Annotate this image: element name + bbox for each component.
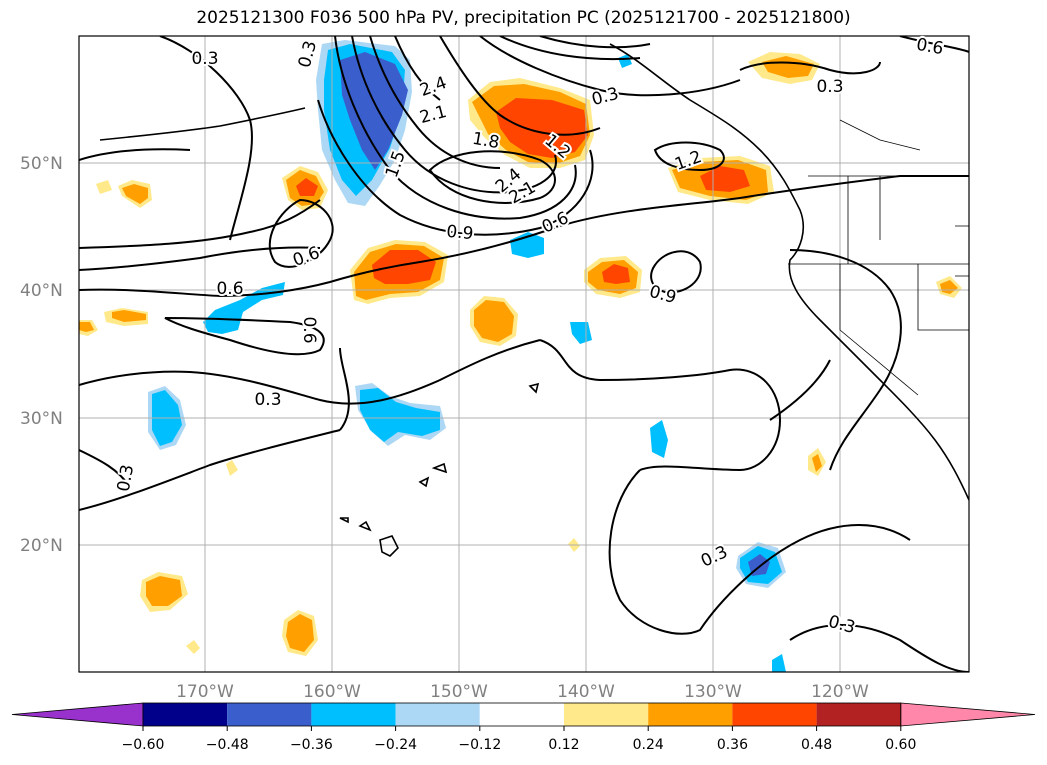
- lon-label-170w: 170°W: [176, 682, 234, 702]
- colorbar-segment: [143, 703, 228, 726]
- lon-label-140w: 140°W: [557, 682, 615, 702]
- colorbar-segment: [227, 703, 312, 726]
- lat-label-40n: 40°N: [20, 281, 63, 301]
- colorbar-segment: [648, 703, 733, 726]
- contour-label-halo: 0.6: [299, 316, 319, 343]
- contour-label: 0.6: [915, 35, 945, 59]
- contour-label-halo: 0.6: [216, 279, 243, 299]
- lon-label-120w: 120°W: [811, 682, 869, 702]
- latitude-labels: 50°N 40°N 30°N 20°N: [20, 154, 63, 556]
- colorbar-extend-max: [900, 702, 1036, 727]
- colorbar-segment: [564, 703, 649, 726]
- contour-label-halo: 0.3: [254, 390, 281, 410]
- colorbar-segment: [732, 703, 817, 726]
- contour-label: 0.3: [114, 463, 138, 493]
- contour-label: 0.9: [446, 222, 475, 244]
- lat-label-30n: 30°N: [20, 409, 63, 429]
- coastlines: [99, 43, 969, 557]
- map-frame: [78, 35, 970, 673]
- contour-label: 1.8: [471, 129, 501, 153]
- contour-label: 0.3: [254, 390, 281, 410]
- colorbar-tick-label: 0.60: [885, 737, 916, 753]
- colorbar-tick-label: −0.12: [458, 737, 501, 753]
- contour-label: 0.6: [216, 279, 243, 299]
- lon-label-150w: 150°W: [430, 682, 488, 702]
- lat-label-50n: 50°N: [20, 154, 63, 174]
- lon-label-130w: 130°W: [684, 682, 742, 702]
- longitude-labels: 170°W 160°W 150°W 140°W 130°W 120°W: [176, 682, 869, 702]
- colorbar-tick-label: 0.12: [548, 737, 579, 753]
- plot-title: 2025121300 F036 500 hPa PV, precipitatio…: [196, 8, 851, 28]
- contour-label: 0.3: [816, 77, 843, 97]
- colorbar: −0.60 −0.48 −0.36 −0.24 −0.12 0.12 0.24 0.36 0.4…: [11, 702, 1036, 753]
- precip-positive-shading: [79, 52, 962, 656]
- contour-label-halo: 0.3: [191, 49, 218, 69]
- map-area: [79, 36, 969, 672]
- colorbar-tick-label: 0.24: [633, 737, 664, 753]
- colorbar-tick-label: −0.36: [290, 737, 333, 753]
- colorbar-segment: [479, 703, 564, 726]
- colorbar-segment: [816, 703, 901, 726]
- lon-label-160w: 160°W: [303, 682, 361, 702]
- colorbar-tick-label: −0.24: [374, 737, 417, 753]
- colorbar-tick-label: −0.48: [206, 737, 249, 753]
- lat-lon-grid: [79, 36, 969, 672]
- colorbar-extend-min: [11, 702, 144, 727]
- contour-label-halo: 0.3: [816, 77, 843, 97]
- political-borders: [788, 119, 969, 396]
- lat-label-20n: 20°N: [20, 536, 63, 556]
- colorbar-tick-label: 0.48: [801, 737, 832, 753]
- colorbar-segment: [311, 703, 396, 726]
- colorbar-segment: [395, 703, 480, 726]
- contour-label: 0.3: [191, 49, 218, 69]
- contour-label: 0.6: [299, 316, 319, 343]
- colorbar-tick-label: 0.36: [717, 737, 748, 753]
- pv-contours: [79, 36, 969, 672]
- colorbar-frame: [142, 702, 902, 727]
- contour-label-halo: 0.9: [446, 222, 475, 244]
- colorbar-tick-label: −0.60: [122, 737, 165, 753]
